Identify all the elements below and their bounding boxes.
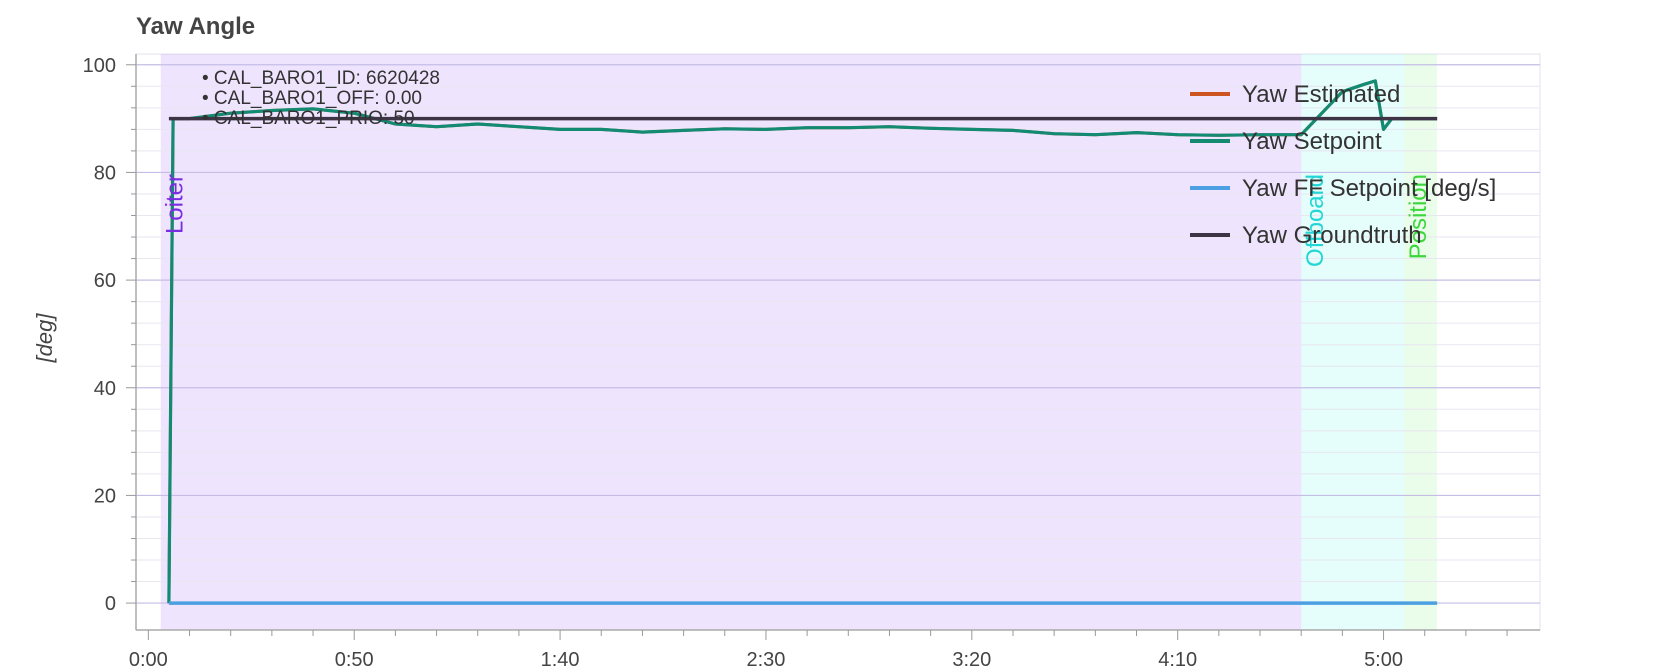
flight-mode-labels: Loiter Offboard Position <box>162 174 1432 267</box>
series-line-1 <box>167 79 1438 604</box>
x-tick-label: 3:20 <box>952 649 991 671</box>
flight-mode-label-0: Loiter <box>162 174 189 234</box>
flight-mode-band-1 <box>1301 54 1405 630</box>
legend: Yaw Estimated Yaw Setpoint Yaw FF Setpoint… <box>1190 81 1496 249</box>
legend-label-0: Yaw Estimated <box>1242 81 1400 108</box>
x-tick-label: 4:10 <box>1158 649 1197 671</box>
flight-mode-label-1: Offboard <box>1302 174 1329 267</box>
x-tick-label: 0:00 <box>129 649 168 671</box>
x-tick-label: 5:00 <box>1364 649 1403 671</box>
plot-frame <box>135 53 1541 631</box>
x-tick-label: 1:40 <box>541 649 580 671</box>
flight-mode-bands <box>135 53 1541 631</box>
param-item: • CAL_BARO1_OFF: 0.00 <box>202 88 422 109</box>
y-tick-label: 40 <box>94 378 116 400</box>
series-lines <box>167 79 1438 605</box>
flight-mode-label-2: Position <box>1405 174 1432 259</box>
param-item: • CAL_BARO1_PRIO: 50 <box>202 108 415 129</box>
x-tick-label: 2:30 <box>746 649 785 671</box>
parameter-list: • CAL_BARO1_ID: 6620428• CAL_BARO1_OFF: … <box>202 68 440 129</box>
y-tick-label: 60 <box>94 270 116 292</box>
flight-mode-band-2 <box>1404 54 1438 630</box>
y-axis-label: [deg] <box>32 313 57 364</box>
chart-title: Yaw Angle <box>136 13 255 40</box>
y-tick-label: 20 <box>94 485 116 507</box>
grid-lines <box>136 64 1540 604</box>
axes: 0 20 40 60 80 100 0:00 0:50 1:40 2:30 3:20 4:10 5:00 <box>83 54 1540 671</box>
y-tick-label: 100 <box>83 55 116 77</box>
x-tick-label: 0:50 <box>335 649 374 671</box>
param-item: • CAL_BARO1_ID: 6620428 <box>202 68 440 89</box>
y-tick-label: 0 <box>105 593 116 615</box>
legend-label-3: Yaw Groundtruth <box>1242 222 1422 249</box>
flight-mode-band-0 <box>160 54 1302 630</box>
legend-label-2: Yaw FF Setpoint [deg/s] <box>1242 175 1496 202</box>
y-tick-label: 80 <box>94 162 116 184</box>
legend-label-1: Yaw Setpoint <box>1242 128 1382 155</box>
